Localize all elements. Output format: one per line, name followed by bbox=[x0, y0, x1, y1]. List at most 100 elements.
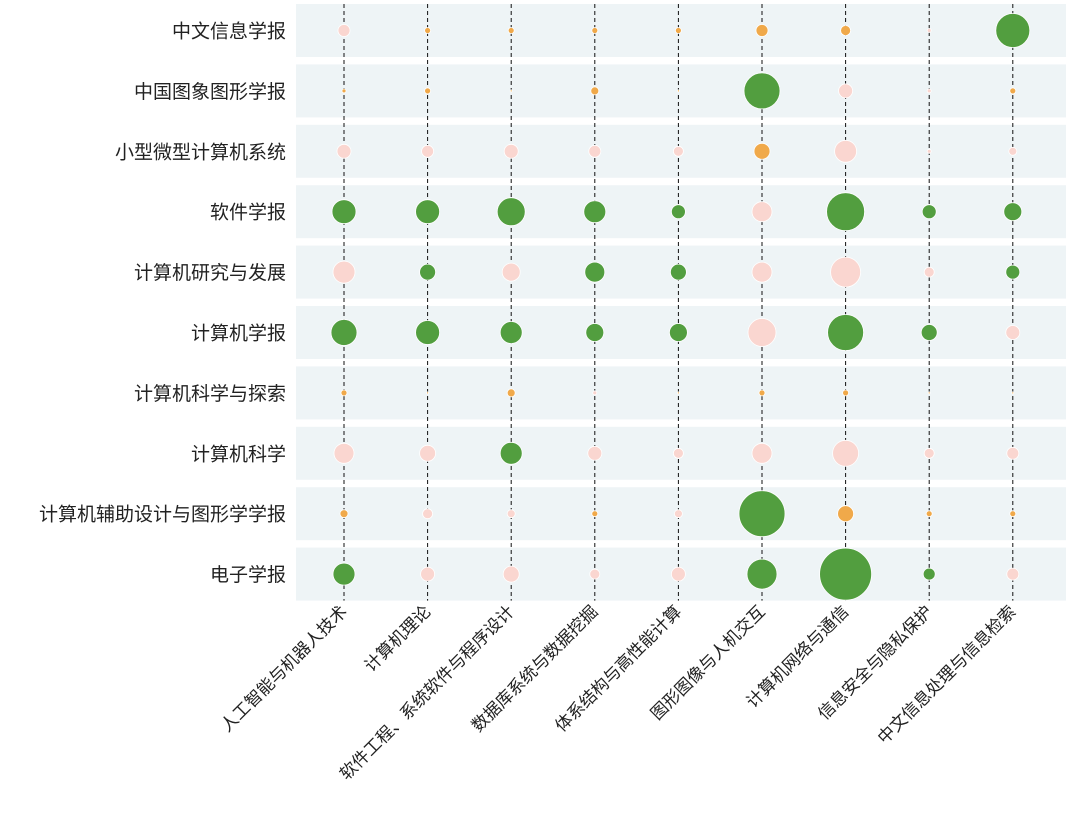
bubble bbox=[995, 13, 1031, 48]
bubble bbox=[589, 568, 601, 580]
bubble bbox=[819, 547, 872, 601]
bubble bbox=[921, 204, 937, 220]
bubble bbox=[509, 89, 513, 93]
bubble bbox=[339, 509, 349, 519]
bubble bbox=[499, 321, 523, 344]
row-label: 计算机辅助设计与图形学学报 bbox=[39, 504, 286, 526]
row-band bbox=[296, 64, 1066, 118]
bubble bbox=[419, 444, 437, 462]
bubble bbox=[332, 562, 356, 586]
bubble bbox=[920, 324, 938, 341]
bubble bbox=[330, 319, 358, 346]
bubble bbox=[1006, 446, 1020, 460]
bubble bbox=[671, 204, 686, 220]
bubble bbox=[673, 447, 684, 459]
bubble bbox=[758, 389, 766, 397]
bubble bbox=[842, 389, 849, 397]
bubble bbox=[422, 508, 434, 520]
bubble bbox=[590, 86, 600, 96]
bubble bbox=[506, 388, 516, 398]
bubble bbox=[751, 261, 773, 283]
bubble bbox=[738, 490, 786, 538]
row-label: 电子学报 bbox=[210, 564, 286, 586]
bubble bbox=[420, 566, 436, 582]
bubble bbox=[925, 510, 933, 518]
bubble bbox=[419, 263, 437, 281]
bubble bbox=[923, 266, 935, 278]
bubble bbox=[421, 144, 435, 158]
row-label: 计算机科学与探索 bbox=[134, 383, 286, 405]
bubble bbox=[583, 200, 607, 224]
bubble bbox=[923, 447, 935, 459]
bubble bbox=[826, 192, 865, 232]
column-label: 计算机理论 bbox=[361, 602, 435, 676]
bubble bbox=[340, 389, 348, 397]
bubble bbox=[591, 510, 599, 518]
bubble bbox=[507, 27, 515, 34]
bubble bbox=[673, 145, 684, 157]
bubble bbox=[337, 24, 351, 37]
bubble bbox=[588, 144, 602, 158]
bubble bbox=[1005, 325, 1021, 340]
row-label: 计算机研究与发展 bbox=[134, 262, 286, 284]
row-band bbox=[296, 366, 1066, 420]
bubble bbox=[587, 445, 603, 461]
bubble bbox=[503, 143, 519, 159]
bubble bbox=[1005, 264, 1021, 280]
column-label: 软件工程、系统软件与程序设计 bbox=[336, 602, 518, 784]
bubble bbox=[830, 256, 861, 288]
bubble bbox=[336, 143, 352, 159]
bubble bbox=[755, 24, 769, 37]
bubble bbox=[669, 323, 688, 342]
bubble bbox=[751, 442, 773, 464]
bubble bbox=[415, 199, 441, 225]
row-label: 中国图象图形学报 bbox=[134, 81, 286, 103]
bubble bbox=[424, 87, 432, 95]
bubble bbox=[746, 558, 778, 590]
bubble bbox=[837, 505, 854, 523]
bubble bbox=[926, 88, 932, 94]
row-label: 软件学报 bbox=[210, 202, 286, 224]
bubble bbox=[926, 28, 932, 33]
bubble bbox=[1006, 567, 1020, 581]
bubble bbox=[332, 260, 356, 284]
bubble bbox=[1011, 391, 1015, 395]
bubble bbox=[675, 27, 682, 34]
bubbles bbox=[330, 13, 1031, 601]
bubble bbox=[827, 314, 864, 351]
bubble bbox=[506, 509, 516, 519]
bubble bbox=[834, 139, 857, 163]
bubble bbox=[840, 25, 851, 36]
column-labels: 人工智能与机器人技术 计算机理论软件工程、系统软件与程序设计数据库系统与数据挖掘体… bbox=[217, 602, 1020, 784]
row-labels: 中文信息学报中国图象图形学报小型微型计算机系统软件学报计算机研究与发展计算机学报… bbox=[39, 21, 286, 587]
bubble bbox=[424, 27, 432, 34]
bubble bbox=[743, 72, 781, 110]
bubble bbox=[1009, 87, 1017, 95]
bubble bbox=[1003, 202, 1023, 222]
bubble bbox=[674, 509, 683, 519]
bubble bbox=[333, 442, 355, 464]
bubble bbox=[585, 323, 605, 342]
bubble bbox=[747, 318, 777, 347]
bubble bbox=[753, 142, 771, 160]
row-label: 中文信息学报 bbox=[172, 21, 286, 43]
bubble bbox=[501, 262, 521, 282]
bubble bbox=[415, 320, 441, 345]
column-label: 人工智能与机器人技术 bbox=[217, 602, 351, 736]
bubble bbox=[1008, 146, 1018, 156]
bubble bbox=[751, 201, 773, 223]
bubble bbox=[426, 391, 430, 395]
bubble bbox=[496, 197, 526, 227]
bubble bbox=[1009, 510, 1017, 518]
bubble bbox=[671, 566, 686, 582]
row-label: 小型微型计算机系统 bbox=[115, 141, 286, 163]
bubble bbox=[677, 391, 680, 395]
bubble bbox=[341, 88, 347, 94]
bubble bbox=[927, 391, 931, 395]
bubble bbox=[499, 441, 523, 465]
bubble bbox=[670, 263, 687, 281]
bubble bbox=[677, 89, 680, 93]
bubble bbox=[922, 567, 936, 581]
row-label: 计算机学报 bbox=[191, 323, 286, 345]
